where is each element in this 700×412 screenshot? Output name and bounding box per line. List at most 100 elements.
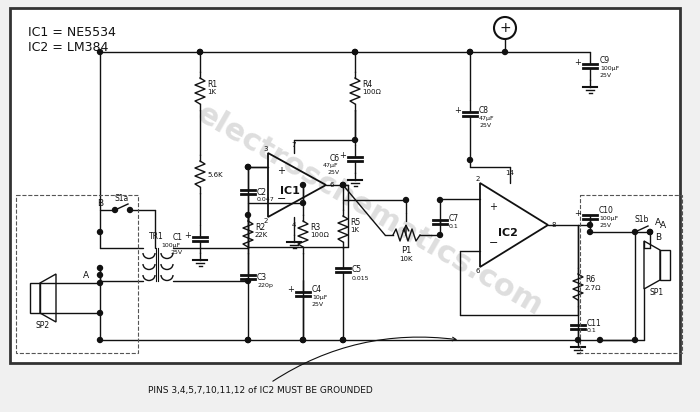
Circle shape (587, 229, 592, 234)
Text: IC1: IC1 (280, 186, 300, 196)
Text: C6: C6 (330, 154, 340, 162)
Text: C1: C1 (173, 232, 183, 241)
Text: electroschematics.com: electroschematics.com (192, 99, 548, 321)
Circle shape (340, 337, 346, 342)
Text: 25V: 25V (312, 302, 324, 307)
Text: R4: R4 (362, 80, 372, 89)
Text: IC2 = LM384: IC2 = LM384 (28, 40, 108, 54)
Text: 0.015: 0.015 (352, 276, 370, 281)
Circle shape (587, 222, 592, 227)
Text: −: − (489, 238, 498, 248)
Circle shape (97, 311, 102, 316)
Text: A: A (660, 220, 666, 229)
Bar (10, 8, 680, 363)
Text: +: + (184, 230, 191, 239)
Circle shape (503, 49, 507, 54)
Circle shape (353, 49, 358, 54)
Text: C3: C3 (257, 272, 267, 281)
Text: +: + (499, 21, 511, 35)
Text: 25V: 25V (479, 122, 491, 127)
Text: P1: P1 (401, 246, 411, 255)
Circle shape (246, 279, 251, 283)
Circle shape (340, 337, 346, 342)
Bar (580, 195, 682, 353)
Text: R3: R3 (310, 222, 321, 232)
Text: 22K: 22K (255, 232, 268, 238)
Text: 220p: 220p (257, 283, 273, 288)
Text: +: + (489, 202, 497, 212)
Circle shape (97, 49, 102, 54)
Text: 1K: 1K (207, 89, 216, 95)
Text: 100μF: 100μF (162, 243, 181, 248)
Text: 25V: 25V (600, 73, 612, 77)
Text: B: B (97, 199, 103, 208)
Circle shape (197, 49, 202, 54)
Text: R1: R1 (207, 80, 217, 89)
Text: SP1: SP1 (650, 288, 664, 297)
Circle shape (300, 337, 305, 342)
Text: PINS 3,4,5,7,10,11,12 of IC2 MUST BE GROUNDED: PINS 3,4,5,7,10,11,12 of IC2 MUST BE GRO… (148, 337, 456, 395)
Circle shape (575, 337, 580, 342)
Text: 3: 3 (264, 146, 268, 152)
Circle shape (353, 138, 358, 143)
Text: 6: 6 (476, 268, 480, 274)
Text: 100μF: 100μF (599, 215, 618, 220)
Circle shape (97, 265, 102, 271)
Text: 100Ω: 100Ω (362, 89, 381, 95)
Text: 25V: 25V (328, 169, 340, 175)
Text: 6: 6 (330, 182, 335, 188)
Text: C10: C10 (599, 206, 614, 215)
Circle shape (246, 337, 251, 342)
Circle shape (300, 201, 305, 206)
Circle shape (127, 208, 132, 213)
Text: +: + (339, 150, 346, 159)
Text: 8: 8 (552, 222, 557, 228)
Bar (30, 283, 40, 313)
Text: R2: R2 (255, 222, 265, 232)
Text: +: + (574, 58, 581, 66)
Circle shape (468, 157, 472, 162)
Text: 2: 2 (476, 176, 480, 182)
Text: SP2: SP2 (36, 321, 50, 330)
Text: −: − (277, 194, 286, 204)
Circle shape (97, 281, 102, 286)
Circle shape (340, 183, 346, 187)
Text: +: + (287, 286, 294, 295)
Text: 4: 4 (292, 222, 296, 228)
Text: 25V: 25V (599, 222, 611, 227)
Circle shape (97, 229, 102, 234)
Text: 25V: 25V (171, 250, 183, 255)
Circle shape (246, 164, 251, 169)
Text: 100μF: 100μF (600, 66, 620, 70)
Text: S1b: S1b (635, 215, 649, 224)
Circle shape (633, 337, 638, 342)
Text: +: + (277, 166, 285, 176)
Text: R5: R5 (350, 218, 360, 227)
Text: C2: C2 (257, 187, 267, 197)
Bar (660, 250, 670, 280)
Text: A: A (83, 271, 89, 279)
Text: 5.6K: 5.6K (207, 172, 223, 178)
Text: IC1 = NE5534: IC1 = NE5534 (28, 26, 116, 38)
Text: B: B (655, 232, 661, 241)
Circle shape (246, 337, 251, 342)
Text: C11: C11 (587, 318, 602, 328)
Text: C5: C5 (352, 265, 362, 274)
Text: IC2: IC2 (498, 228, 518, 238)
Circle shape (403, 197, 409, 203)
Text: 10K: 10K (399, 256, 413, 262)
Circle shape (648, 229, 652, 234)
Text: 2.7Ω: 2.7Ω (585, 285, 601, 291)
Text: 1K: 1K (350, 227, 359, 233)
Circle shape (300, 337, 305, 342)
Circle shape (246, 164, 251, 169)
Circle shape (300, 183, 305, 187)
Circle shape (438, 197, 442, 203)
Circle shape (438, 232, 442, 237)
Text: 47μF: 47μF (323, 162, 338, 168)
Circle shape (468, 49, 472, 54)
Circle shape (113, 208, 118, 213)
Text: +: + (454, 105, 461, 115)
Text: 0.047: 0.047 (257, 197, 274, 201)
Circle shape (468, 49, 472, 54)
